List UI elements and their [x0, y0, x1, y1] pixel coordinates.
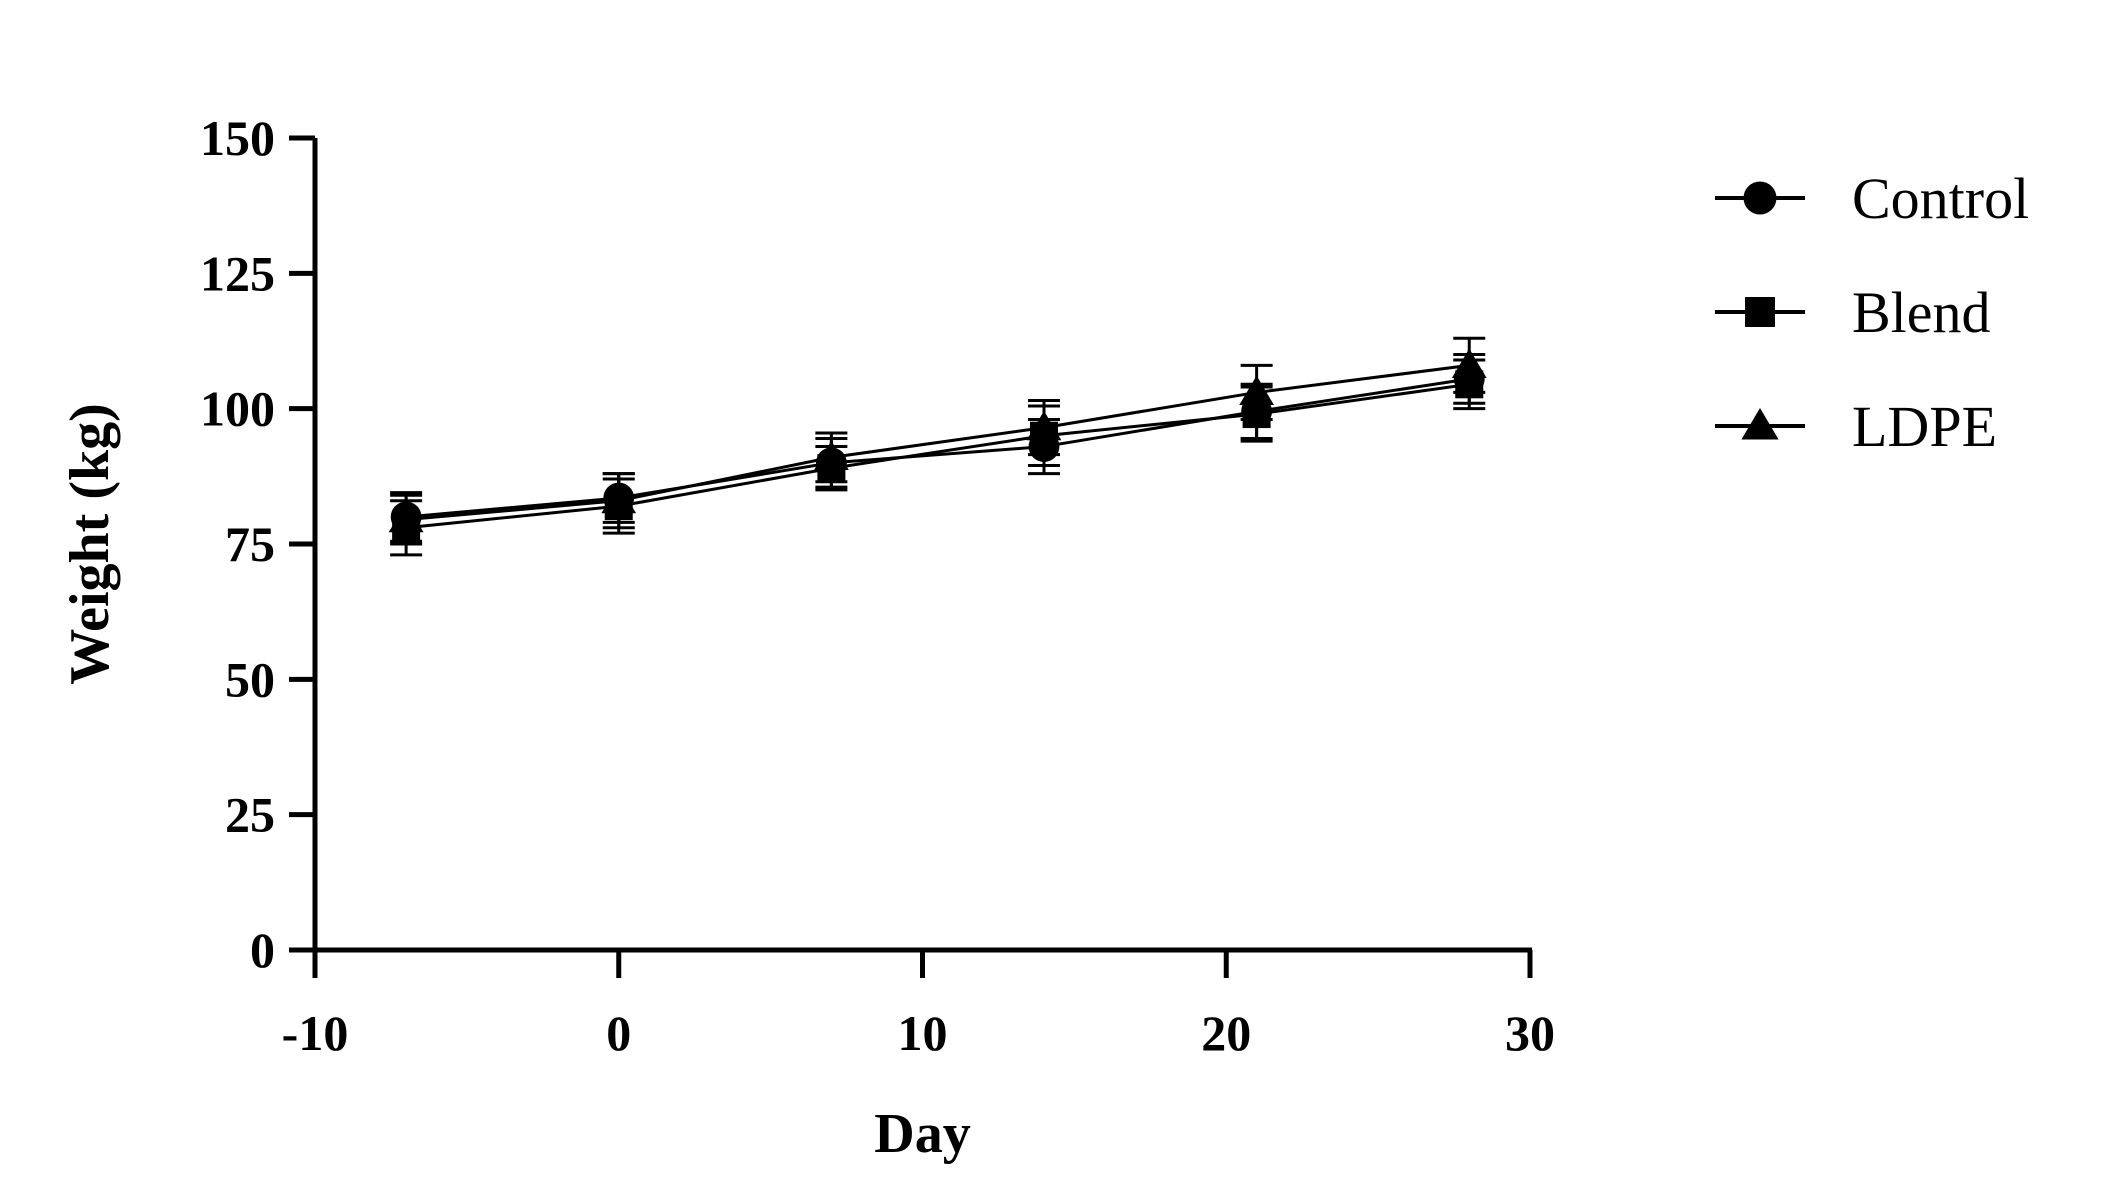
y-tick-label: 150: [200, 110, 275, 166]
data-point: [601, 483, 637, 514]
y-axis: 0 25 50 75 100 125 150: [200, 110, 318, 978]
series-ldpe: [388, 336, 1487, 546]
legend-item-control: Control: [1715, 166, 2029, 231]
legend-item-ldpe: LDPE: [1715, 394, 1997, 459]
series-line: [405, 382, 1470, 530]
series-layer: [388, 336, 1487, 557]
legend-label: Blend: [1852, 280, 1991, 345]
x-axis-title: Day: [874, 1103, 970, 1165]
y-tick-label: 75: [225, 516, 275, 572]
data-point: [814, 440, 849, 470]
x-tick-label: 20: [1201, 1005, 1251, 1061]
y-axis-title: Weight (kg): [59, 403, 121, 685]
y-tick-label: 100: [200, 381, 275, 437]
legend: Control Blend LDPE: [1715, 166, 2029, 459]
y-tick-label: 50: [225, 651, 275, 707]
legend-label: Control: [1852, 166, 2029, 231]
x-tick-label: 0: [606, 1005, 631, 1061]
legend-marker: [1745, 297, 1775, 327]
x-axis: -10 0 10 20 30: [282, 947, 1555, 1061]
y-tick-label: 0: [250, 922, 275, 978]
data-point: [1239, 375, 1274, 406]
data-point: [1026, 410, 1062, 441]
legend-marker: [1741, 408, 1779, 440]
x-tick-label: 30: [1505, 1005, 1555, 1061]
legend-label: LDPE: [1852, 394, 1997, 459]
y-tick-label: 125: [200, 245, 275, 301]
legend-item-blend: Blend: [1715, 280, 1991, 345]
legend-marker: [1743, 181, 1777, 215]
series-line: [405, 363, 1470, 522]
y-tick-label: 25: [225, 787, 275, 843]
data-point: [1451, 348, 1487, 378]
series-line: [405, 377, 1470, 519]
series-blend: [390, 358, 1486, 557]
data-point: [388, 502, 424, 533]
x-tick-label: 10: [898, 1005, 948, 1061]
x-tick-label: -10: [282, 1005, 349, 1061]
